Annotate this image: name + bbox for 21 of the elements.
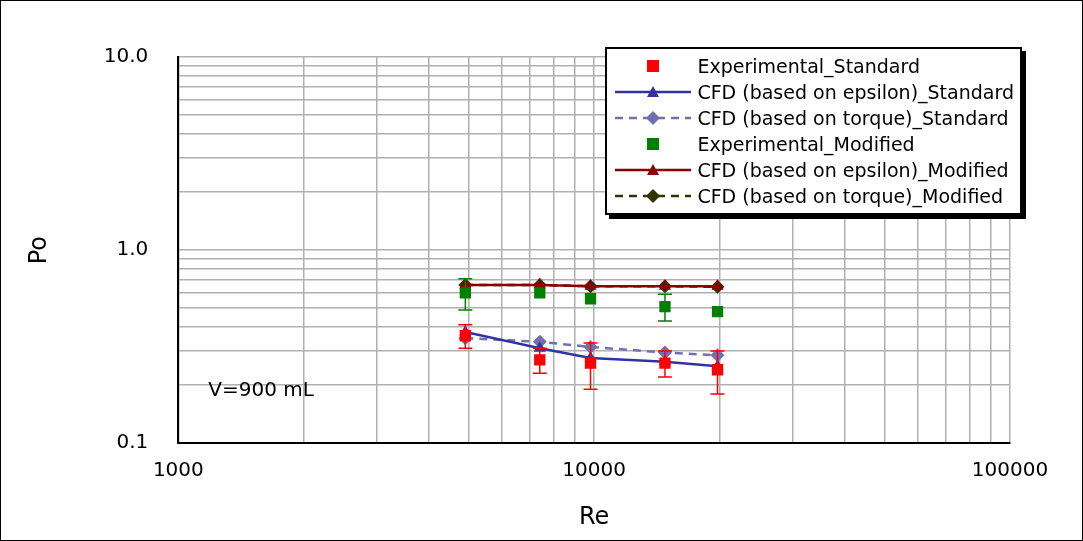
annotation: V=900 mL	[208, 377, 315, 402]
point	[584, 279, 597, 290]
point	[584, 357, 597, 369]
legend-label: CFD (based on epsilon)_Standard	[697, 81, 1014, 103]
y-tick-label: 10.0	[103, 43, 149, 68]
y-axis-title: Po	[23, 235, 52, 265]
legend-label: CFD (based on epsilon)_Modified	[697, 159, 1009, 181]
y-tick-label: 0.1	[116, 429, 149, 454]
point	[459, 287, 471, 299]
x-axis-title: Re	[578, 501, 610, 530]
legend-label: Experimental_Standard	[697, 55, 921, 77]
legend-label: CFD (based on torque)_Standard	[697, 107, 1009, 129]
x-tick-label: 100000	[971, 457, 1049, 482]
y-tick-label: 1.0	[116, 236, 149, 261]
point	[711, 306, 724, 318]
x-tick-label: 10000	[562, 457, 626, 482]
legend-label: CFD (based on torque)_Modified	[697, 185, 1004, 207]
legend-label: Experimental_Modified	[697, 133, 915, 155]
point	[711, 279, 724, 290]
point	[584, 293, 597, 305]
x-tick-label: 1000	[152, 457, 204, 482]
